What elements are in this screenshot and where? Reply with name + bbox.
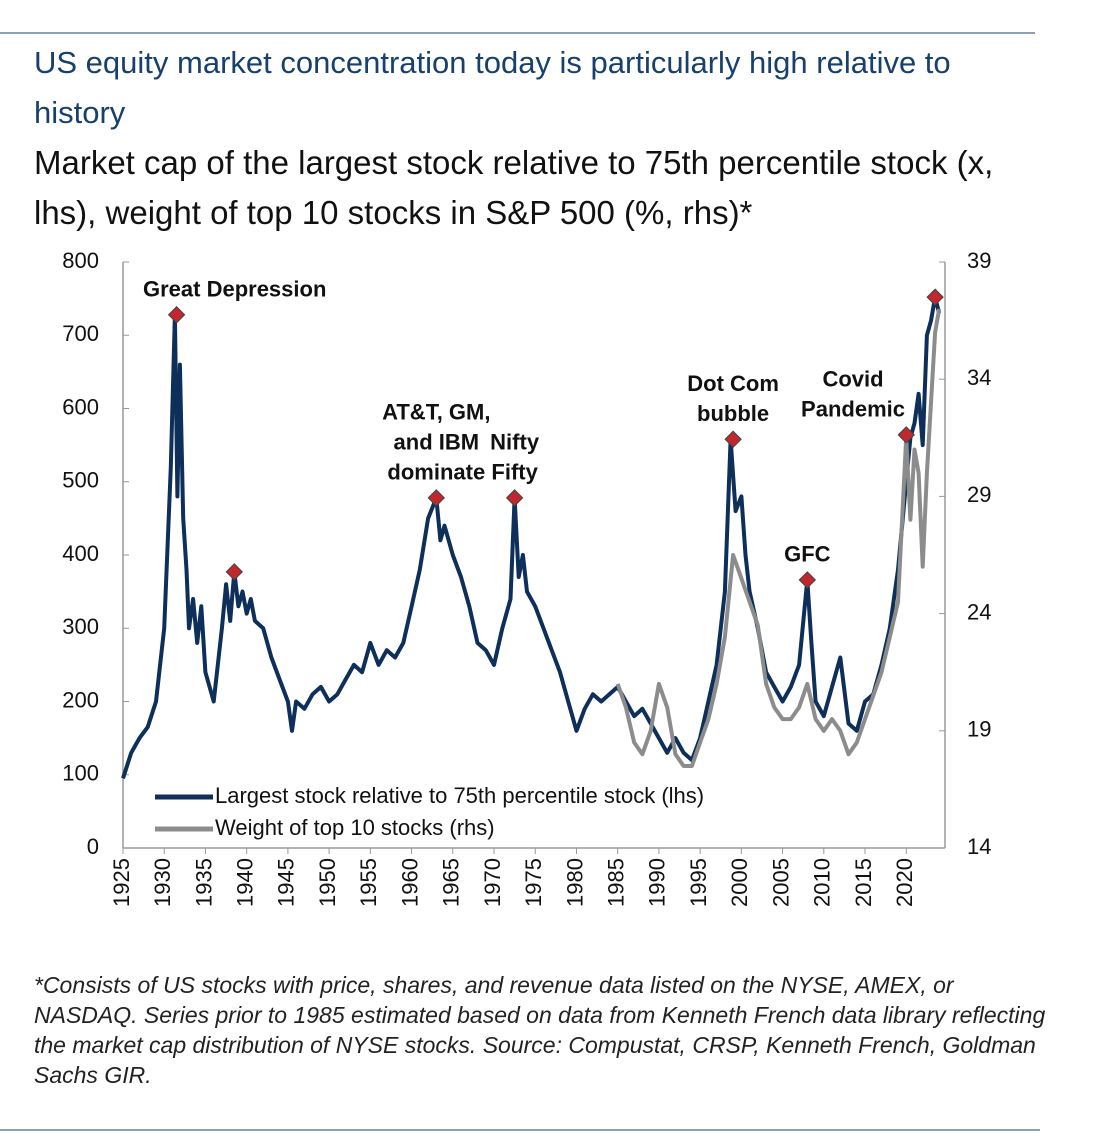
y-tick-label: 800 <box>62 248 99 273</box>
x-tick-label: 1940 <box>232 858 257 907</box>
annotation-marker <box>167 306 186 324</box>
annotation-marker <box>427 489 446 507</box>
y2-tick-label: 24 <box>967 599 991 624</box>
x-tick-label: 1990 <box>645 858 670 907</box>
subtitle: Market cap of the largest stock relative… <box>34 144 994 231</box>
annotation-text: and IBM <box>394 430 480 455</box>
x-tick-label: 1995 <box>686 858 711 907</box>
x-tick-label: 1930 <box>150 858 175 907</box>
y-tick-label: 400 <box>62 541 99 566</box>
x-tick-label: 2000 <box>727 858 752 907</box>
x-tick-label: 1970 <box>480 858 505 907</box>
annotation-marker <box>926 288 944 306</box>
legend-label: Weight of top 10 stocks (rhs) <box>215 815 495 840</box>
y2-tick-label: 19 <box>967 717 991 742</box>
annotation-marker <box>897 426 915 444</box>
annotation-text: AT&T, GM, <box>382 400 490 425</box>
annotation-text: Covid <box>822 367 883 392</box>
annotation-marker <box>798 571 817 589</box>
x-tick-label: 2010 <box>810 858 835 907</box>
y2-tick-label: 34 <box>967 365 991 390</box>
annotation-label: Covid Pandemic <box>801 367 905 422</box>
x-tick-label: 1960 <box>397 858 422 907</box>
series-line <box>615 308 942 768</box>
title: US equity market concentration today is … <box>34 45 951 130</box>
y2-tick-label: 29 <box>967 482 991 507</box>
x-tick-label: 1985 <box>603 858 628 907</box>
y-tick-label: 300 <box>62 614 99 639</box>
y-tick-label: 700 <box>62 321 99 346</box>
annotation-marker <box>505 489 524 507</box>
y2-tick-label: 14 <box>967 834 991 859</box>
annotation-text: bubble <box>697 401 769 426</box>
x-tick-label: 1975 <box>521 858 546 907</box>
annotation-text: GFC <box>784 542 831 567</box>
y2-tick-label: 39 <box>967 248 991 273</box>
annotation-label: GFC <box>784 542 831 567</box>
y-tick-label: 200 <box>62 687 99 712</box>
annotation-text: Fifty <box>491 460 538 485</box>
annotation-text: Pandemic <box>801 397 905 422</box>
annotation-text: Nifty <box>490 430 540 455</box>
x-tick-label: 1935 <box>191 858 216 907</box>
annotation-marker <box>225 563 244 581</box>
x-tick-label: 1965 <box>439 858 464 907</box>
y-tick-label: 0 <box>87 834 99 859</box>
annotation-text: Great Depression <box>143 277 326 302</box>
annotation-text: dominate <box>387 460 485 485</box>
x-tick-label: 1925 <box>109 858 134 907</box>
series-line <box>121 295 942 780</box>
annotation-marker <box>724 430 742 448</box>
annotation-label: AT&T, GM, and IBM dominate <box>382 400 490 485</box>
annotation-label: Great Depression <box>143 277 326 302</box>
y-tick-label: 100 <box>62 761 99 786</box>
x-tick-label: 2015 <box>851 858 876 907</box>
annotation-label: Dot Com bubble <box>687 371 779 426</box>
footnote: *Consists of US stocks with price, share… <box>34 972 1046 1088</box>
x-tick-label: 1980 <box>562 858 587 907</box>
x-tick-label: 1950 <box>315 858 340 907</box>
x-tick-label: 2005 <box>768 858 793 907</box>
legend-label: Largest stock relative to 75th percentil… <box>215 783 704 808</box>
x-tick-label: 1945 <box>274 858 299 907</box>
x-tick-label: 1955 <box>356 858 381 907</box>
annotation-text: Dot Com <box>687 371 779 396</box>
x-tick-label: 2020 <box>892 858 917 907</box>
y-tick-label: 500 <box>62 468 99 493</box>
y-tick-label: 600 <box>62 394 99 419</box>
annotation-label: Nifty Fifty <box>490 430 540 485</box>
